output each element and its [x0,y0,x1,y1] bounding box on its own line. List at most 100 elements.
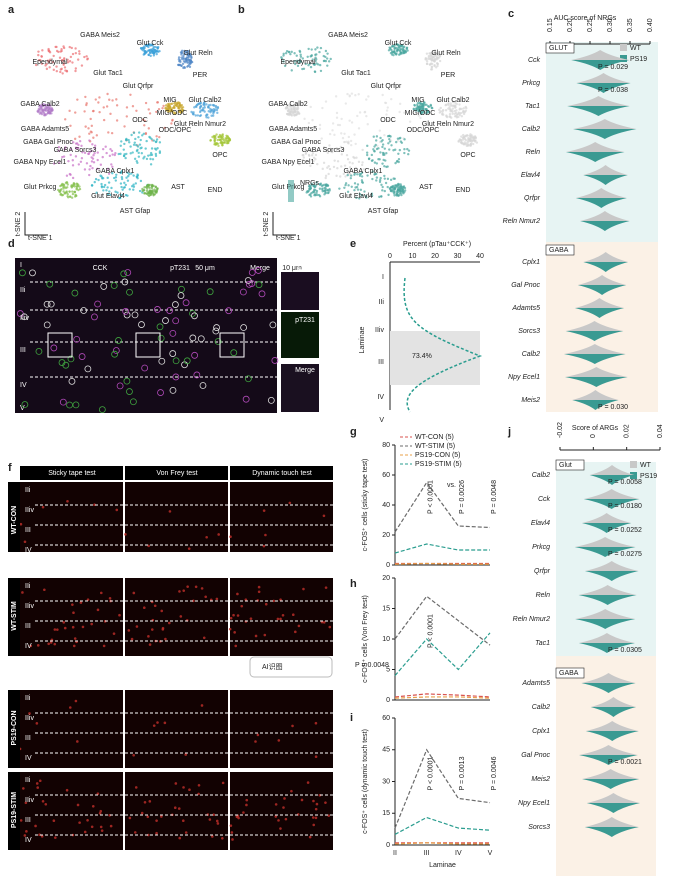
cell-dot [357,93,360,96]
cfos-cell [36,644,40,647]
violin-wt [572,390,619,400]
cell [123,377,131,385]
tick-label: 20 [431,253,439,260]
cell-dot [106,193,110,196]
cell-dot [383,177,386,180]
cell-dot [83,151,87,155]
cell-dot [339,145,343,149]
cell-dot [158,135,161,139]
cell-dot [469,133,472,136]
micrograph [230,690,333,768]
cfos-cell [249,617,253,620]
cell-dot [127,138,130,142]
cell-dot [40,55,43,58]
lamina-label: III [25,623,31,630]
cell-dot [62,155,66,158]
cell-dot [364,194,367,198]
cell-dot [186,65,189,68]
cell-dot [461,136,465,139]
cell-dot [355,156,358,159]
gene-label: Tac1 [525,103,540,110]
cell-dot [436,62,440,66]
cell-dot [78,135,81,138]
lamina-label: IIiv [25,603,34,610]
cell-dot [420,102,423,106]
violin-ps19 [583,262,629,272]
roi-box [135,332,161,358]
cell [111,350,119,358]
cell-dot [152,54,156,57]
cell-dot [71,192,75,196]
cell-dot [292,113,296,117]
cfos-cell [66,499,69,503]
cell-dot [448,113,452,116]
p-value: P < 0.0001 [428,756,435,790]
micrograph [230,578,333,656]
gene-label: Elavl4 [531,520,550,527]
y-tick-label: 60 [382,715,390,722]
cell-dot [389,46,392,50]
cell-dot [154,190,158,194]
cfos-cell [256,733,260,737]
cluster-label: OPC [212,152,227,159]
cell-dot [398,102,402,106]
cluster-label: Glut Qrfpr [371,83,402,90]
cell-dot [149,191,153,195]
cell-dot [293,103,297,106]
ai-button[interactable] [249,656,333,678]
cell-dot [172,105,176,108]
p-value: P = 0.0275 [608,551,642,558]
cell-dot [62,183,65,186]
cell-dot [136,145,140,148]
cell-dot [375,176,379,179]
cell-dot [64,69,67,72]
cell-dot [119,144,122,147]
cfos-cell [277,819,280,822]
cell-dot [475,141,479,144]
micrograph [20,578,123,656]
cfos-cell [288,501,292,505]
cfos-cell [24,801,28,805]
cell-dot [455,109,458,112]
cell-dot [321,187,324,190]
cell-dot [103,183,107,187]
cell-dot [139,179,143,183]
series-line [394,842,490,845]
cfos-cell [146,833,150,837]
cell-dot [293,106,296,109]
cluster-label: Glut Tac1 [341,70,371,77]
cfos-cell [311,816,315,819]
cell-dot [353,172,357,175]
roi-box [47,332,73,358]
violin-wt [563,344,626,354]
cfos-cell [257,590,261,594]
cfos-cell [229,535,232,539]
panel-label: e [350,238,356,250]
cfos-cell [324,586,328,589]
cell-dot [450,104,454,107]
cell-dot [385,165,388,169]
cell-dot [71,164,75,167]
cfos-cell [62,621,66,624]
cfos-cell [133,831,137,834]
gene-label: Prkcg [522,80,540,87]
cell-dot [396,43,399,46]
cell-dot [45,67,49,71]
cell-dot [468,139,472,143]
cell-dot [326,188,329,192]
cell-dot [141,118,145,121]
violin-wt [578,585,637,595]
cell-dot [282,54,285,57]
series-line [394,748,491,829]
cell [255,281,263,289]
cell-dot [129,93,132,96]
violin-ps19 [590,707,637,717]
cell-dot [136,173,139,176]
cell-dot [154,154,158,158]
cell-dot [177,56,181,59]
cell-dot [399,136,402,140]
cell-dot [43,112,46,115]
cell-dot [154,185,157,188]
cell-dot [181,62,185,66]
cell-dot [360,163,364,167]
